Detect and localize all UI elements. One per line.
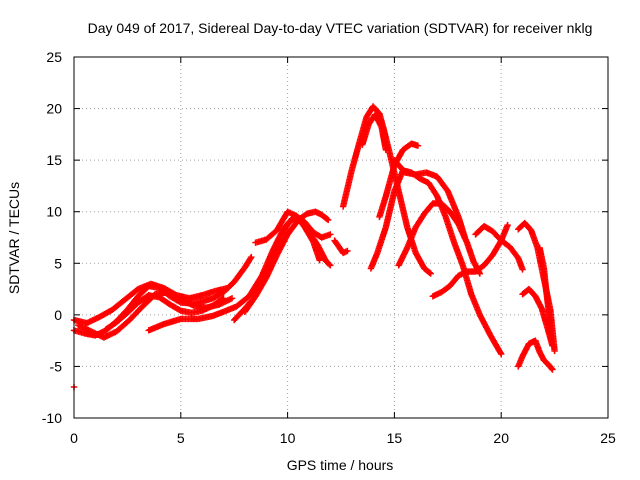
series-track-18 — [472, 222, 526, 273]
data-point — [382, 146, 390, 154]
data-point — [551, 347, 558, 355]
series-track-11 — [339, 103, 434, 277]
axis-ticks: 0 5 10 15 20 25 -10 -5 0 5 10 15 20 25 — [42, 49, 616, 446]
y-axis-label: SDTVAR / TECUs — [6, 182, 22, 294]
data-point — [344, 247, 351, 255]
x-tick-label: 10 — [280, 430, 296, 446]
y-tick-label: 5 — [54, 255, 62, 271]
series-track-22 — [536, 244, 554, 329]
chart-title: Day 049 of 2017, Sidereal Day-to-day VTE… — [88, 20, 593, 36]
data-point — [504, 221, 511, 229]
data-point — [247, 255, 254, 262]
data-point — [547, 321, 554, 329]
data-point — [228, 295, 236, 302]
data-point — [414, 142, 422, 149]
series-track-10 — [331, 237, 351, 257]
series-track-4 — [70, 280, 231, 327]
y-tick-label: 20 — [46, 101, 62, 117]
series-track-12 — [359, 111, 390, 154]
data-point — [220, 295, 227, 302]
y-tick-label: -10 — [42, 410, 62, 426]
data-point — [519, 266, 526, 273]
data-point — [323, 215, 331, 223]
data-point — [327, 231, 334, 238]
plot-frame — [73, 56, 609, 419]
x-tick-label: 5 — [177, 430, 185, 446]
series-track-8 — [241, 212, 334, 315]
y-tick-label: 0 — [54, 307, 62, 323]
y-tick-label: 10 — [46, 204, 62, 220]
data-points — [70, 103, 558, 391]
x-tick-label: 25 — [600, 430, 616, 446]
x-tick-label: 20 — [493, 430, 509, 446]
y-tick-label: 15 — [46, 152, 62, 168]
data-point — [327, 262, 334, 269]
data-point — [248, 253, 255, 261]
series-track-21 — [519, 285, 556, 349]
data-point — [548, 365, 555, 372]
x-tick-label: 0 — [70, 430, 78, 446]
series-track-5 — [102, 292, 227, 333]
data-point — [219, 295, 226, 303]
series-track-9 — [252, 208, 323, 264]
data-point — [326, 261, 333, 268]
data-point — [427, 270, 434, 277]
series-track-20 — [515, 337, 556, 373]
data-point — [549, 366, 556, 373]
x-tick-label: 15 — [387, 430, 403, 446]
data-point — [497, 349, 504, 356]
data-point — [324, 216, 332, 224]
data-point — [498, 350, 505, 358]
y-tick-label: 25 — [46, 49, 62, 65]
x-axis-label: GPS time / hours — [287, 457, 394, 473]
data-point — [316, 256, 323, 264]
data-point — [224, 284, 231, 292]
y-tick-label: -5 — [50, 358, 63, 374]
data-point — [426, 269, 433, 276]
data-point — [549, 342, 556, 349]
